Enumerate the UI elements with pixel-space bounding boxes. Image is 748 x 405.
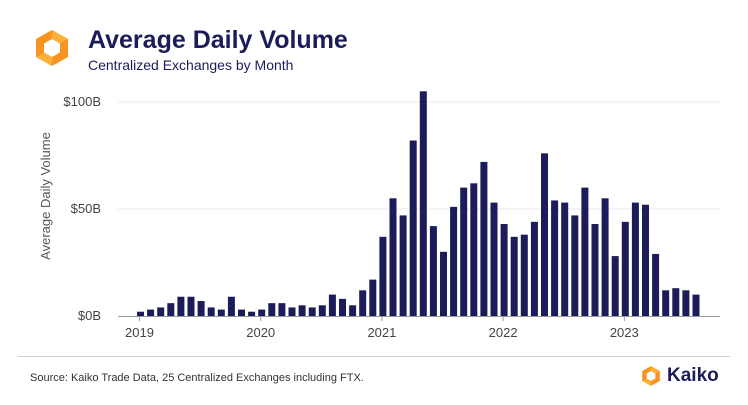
- bar: [268, 303, 276, 316]
- bar: [288, 307, 296, 316]
- kaiko-brand-icon: [642, 366, 660, 386]
- bar: [672, 288, 680, 316]
- x-tick-label: 2019: [125, 325, 154, 340]
- bar: [541, 153, 548, 316]
- bar: [147, 309, 155, 316]
- bar: [187, 296, 195, 316]
- bar: [530, 221, 538, 316]
- bar: [581, 187, 589, 316]
- x-tick-label: 2023: [610, 325, 639, 340]
- bar: [349, 305, 357, 316]
- footer-divider: [18, 356, 730, 357]
- bar: [197, 301, 205, 316]
- chart-title: Average Daily Volume: [88, 26, 348, 54]
- bar: [359, 290, 367, 316]
- y-tick-label: $50B: [71, 201, 101, 216]
- bar: [308, 307, 316, 316]
- chart-subtitle: Centralized Exchanges by Month: [88, 57, 294, 73]
- bar: [258, 309, 266, 316]
- bar: [278, 303, 286, 316]
- bar: [379, 236, 387, 316]
- bar: [480, 161, 488, 316]
- bar: [642, 204, 649, 316]
- bar: [490, 202, 498, 316]
- y-tick-label: $0B: [78, 308, 101, 323]
- bar: [399, 215, 407, 316]
- bar: [298, 305, 306, 316]
- y-tick-label: $100B: [63, 94, 101, 109]
- bar: [631, 202, 639, 316]
- bar: [167, 303, 175, 316]
- source-note: Source: Kaiko Trade Data, 25 Centralized…: [30, 372, 364, 384]
- bar: [409, 140, 417, 316]
- bar: [510, 236, 518, 316]
- bar: [601, 198, 609, 316]
- bar: [429, 226, 437, 316]
- bar: [177, 296, 185, 316]
- bar-chart: $0B $50B $100B Average Daily Volume 2019 2020…: [38, 91, 720, 340]
- bar: [440, 251, 447, 316]
- bar: [369, 279, 377, 316]
- bar: [692, 294, 700, 316]
- bar: [470, 183, 478, 316]
- bar: [611, 256, 619, 316]
- bar: [339, 298, 346, 316]
- bar: [207, 307, 215, 316]
- x-tick-label: 2021: [367, 325, 396, 340]
- bar: [591, 223, 599, 316]
- bar: [227, 296, 235, 316]
- bar: [561, 202, 569, 316]
- bar: [621, 221, 629, 316]
- bar: [450, 206, 458, 316]
- bar: [217, 309, 225, 316]
- kaiko-logo-icon: [36, 30, 68, 66]
- brand-name: Kaiko: [667, 365, 719, 386]
- bar: [551, 200, 559, 316]
- bar: [238, 309, 245, 316]
- x-tick-label: 2020: [246, 325, 275, 340]
- bar: [500, 223, 508, 316]
- bar: [248, 311, 256, 316]
- bar: [328, 294, 336, 316]
- bar: [318, 305, 326, 316]
- bar: [520, 234, 528, 316]
- bar: [137, 311, 144, 316]
- bar: [571, 215, 579, 316]
- bar: [682, 290, 690, 316]
- bar: [662, 290, 670, 316]
- x-tick-label: 2022: [489, 325, 518, 340]
- y-axis-title: Average Daily Volume: [38, 132, 53, 260]
- bar: [419, 91, 427, 316]
- bar: [652, 253, 660, 316]
- bar: [157, 307, 165, 316]
- bar: [460, 187, 468, 316]
- bar: [389, 198, 397, 316]
